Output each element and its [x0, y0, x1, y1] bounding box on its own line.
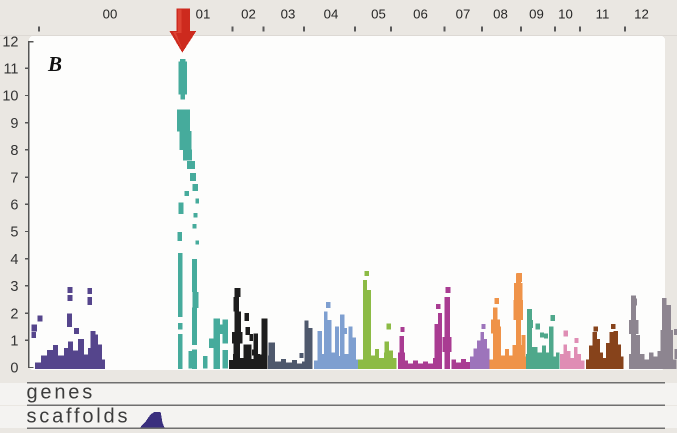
svg-text:03: 03 [281, 7, 296, 22]
svg-text:07: 07 [456, 7, 471, 22]
svg-text:06: 06 [413, 7, 428, 22]
svg-text:00: 00 [103, 7, 118, 22]
svg-text:4: 4 [10, 252, 18, 268]
svg-text:8: 8 [10, 143, 18, 159]
svg-text:12: 12 [634, 7, 649, 22]
svg-text:01: 01 [196, 7, 211, 22]
svg-text:10: 10 [2, 89, 18, 105]
svg-text:B: B [47, 52, 62, 76]
svg-text:0: 0 [10, 361, 18, 377]
svg-text:5: 5 [10, 225, 18, 241]
svg-text:2: 2 [10, 306, 18, 322]
svg-text:11: 11 [596, 7, 610, 22]
svg-text:6: 6 [10, 198, 18, 214]
svg-text:09: 09 [529, 7, 544, 22]
svg-text:scaffolds: scaffolds [27, 406, 131, 428]
svg-text:02: 02 [241, 7, 256, 22]
svg-text:12: 12 [2, 34, 18, 50]
svg-text:05: 05 [371, 7, 386, 22]
svg-text:genes: genes [27, 382, 96, 404]
svg-text:9: 9 [10, 116, 18, 132]
svg-text:11: 11 [3, 62, 18, 78]
svg-text:7: 7 [10, 170, 18, 186]
svg-text:10: 10 [558, 7, 573, 22]
svg-text:3: 3 [10, 279, 18, 295]
svg-text:1: 1 [10, 334, 18, 350]
svg-text:08: 08 [493, 7, 508, 22]
svg-text:04: 04 [324, 7, 339, 22]
